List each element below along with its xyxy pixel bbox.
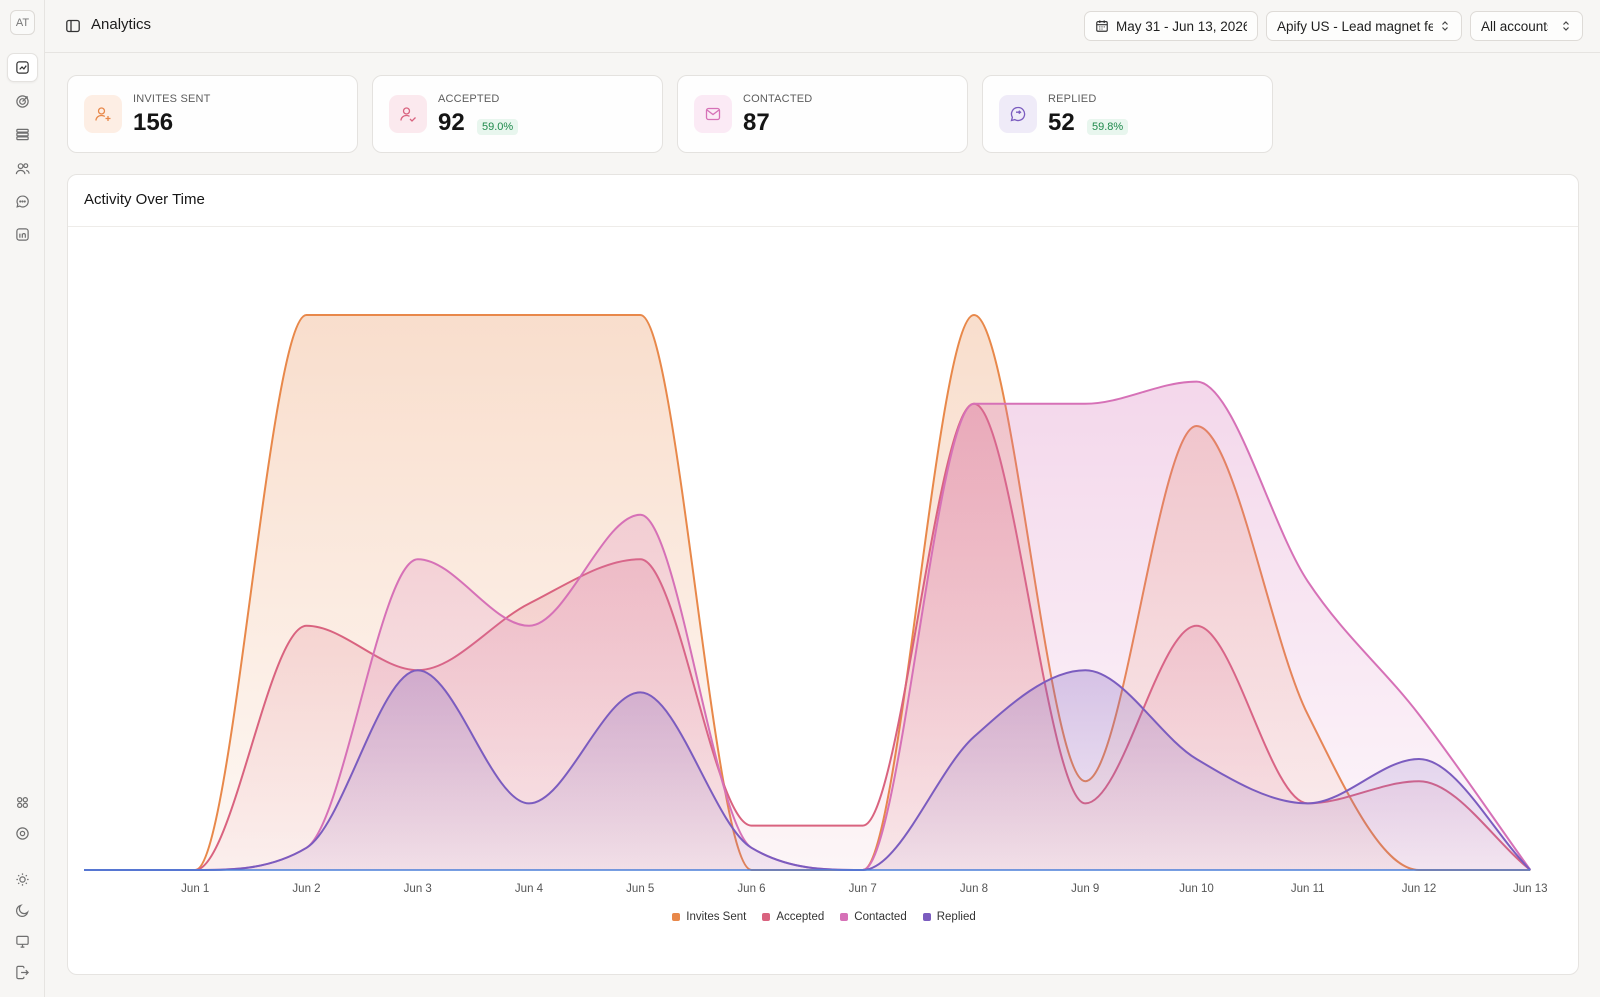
legend-label: Replied [936,911,976,923]
x-tick-label: Jun 4 [515,883,544,895]
sidebar-item-settings[interactable] [7,819,38,848]
sidebar-item-leads[interactable] [7,154,38,183]
date-range-picker[interactable]: May 31 - Jun 13, 2026 [1084,11,1258,41]
users-icon [15,163,30,175]
chart-legend: Invites Sent Accepted Contacted Replied [68,911,1578,923]
chart-title: Activity Over Time [68,175,1578,227]
user-plus-icon [95,107,111,121]
calendar-icon [1096,20,1108,32]
legend-swatch [840,913,849,921]
page-title: Analytics [91,16,152,33]
activity-area-chart: Jun 1 Jun 2 Jun 3 Jun 4 Jun 5 Jun 6 Jun 7 Jun 8… [84,313,1548,895]
x-tick-label: Jun 13 [1513,883,1548,895]
legend-item[interactable]: Contacted [840,911,907,923]
theme-light-button[interactable] [7,865,38,894]
analytics-icon [16,61,29,74]
account-select[interactable]: All accounts [1470,11,1583,41]
stat-value: 52 [1048,109,1075,136]
stat-value: 156 [133,109,174,136]
stat-card-invites-sent: INVITES SENT 156 [67,75,358,153]
legend-label: Accepted [776,911,825,923]
chevron-updown-icon [1442,21,1448,31]
stat-label: REPLIED [1048,93,1097,105]
stat-card-accepted: ACCEPTED 92 59.0% [372,75,663,153]
sidebar-item-lists[interactable] [7,120,38,149]
user-check-icon [400,107,416,122]
logout-icon [16,965,29,980]
chat-icon [16,195,29,208]
series-line-replied[interactable] [84,669,1532,872]
stat-value: 92 [438,109,465,136]
x-tick-label: Jun 6 [737,883,765,895]
date-range-label: May 31 - Jun 13, 2026 [1116,18,1247,34]
list-icon [16,128,29,141]
stat-card-contacted: CONTACTED 87 [677,75,968,153]
x-tick-label: Jun 7 [849,883,877,895]
x-tick-label: Jun 11 [1291,883,1325,895]
account-select-value: All accounts [1481,18,1548,34]
x-tick-label: Jun 1 [181,883,209,895]
legend-label: Invites Sent [686,911,747,923]
x-tick-label: Jun 5 [626,883,654,895]
sidebar-item-apps[interactable] [7,788,38,817]
sidebar-item-linkedin[interactable] [7,220,38,249]
target-icon [16,95,29,108]
legend-item[interactable]: Accepted [762,911,824,923]
sidebar-item-campaigns[interactable] [7,87,38,116]
x-tick-label: Jun 2 [292,883,320,895]
campaign-select[interactable]: Apify US - Lead magnet fe [1266,11,1462,41]
sidebar-rail: AT [0,0,45,997]
legend-swatch [922,913,931,921]
campaign-select-value: Apify US - Lead magnet fe [1277,18,1433,34]
stat-card-replied: REPLIED 52 59.8% [982,75,1273,153]
legend-swatch [762,913,771,921]
stat-value: 87 [743,109,770,136]
sidebar-toggle-icon[interactable] [65,18,81,34]
top-bar: Analytics May 31 - Jun 13, 2026 Apify US… [45,0,1600,53]
sidebar-item-messages[interactable] [7,187,38,216]
linkedin-icon [16,228,29,241]
sidebar-item-analytics[interactable] [7,53,38,82]
message-reply-icon [1010,106,1026,122]
moon-icon [15,904,29,918]
stat-label: INVITES SENT [133,93,211,105]
monitor-icon [16,935,29,948]
theme-dark-button[interactable] [7,896,38,925]
apps-icon [17,797,28,808]
x-tick-label: Jun 12 [1402,883,1437,895]
stat-label: ACCEPTED [438,93,500,105]
settings-icon [16,827,29,840]
x-tick-label: Jun 10 [1179,883,1214,895]
logout-button[interactable] [7,958,38,987]
sun-icon [16,873,29,886]
x-tick-label: Jun 8 [960,883,988,895]
stat-percent-badge: 59.8% [1087,119,1129,135]
x-tick-label: Jun 9 [1071,883,1099,895]
avatar[interactable]: AT [10,10,35,35]
legend-item[interactable]: Invites Sent [672,911,746,923]
series-area-replied [84,670,1531,870]
stat-label: CONTACTED [743,93,813,105]
legend-swatch [672,913,681,921]
chevron-updown-icon [1563,21,1569,31]
legend-item[interactable]: Replied [922,911,976,923]
mail-icon [705,107,721,121]
stat-percent-badge: 59.0% [477,119,519,135]
legend-label: Contacted [854,911,907,923]
theme-system-button[interactable] [7,927,38,956]
x-tick-label: Jun 3 [404,883,432,895]
